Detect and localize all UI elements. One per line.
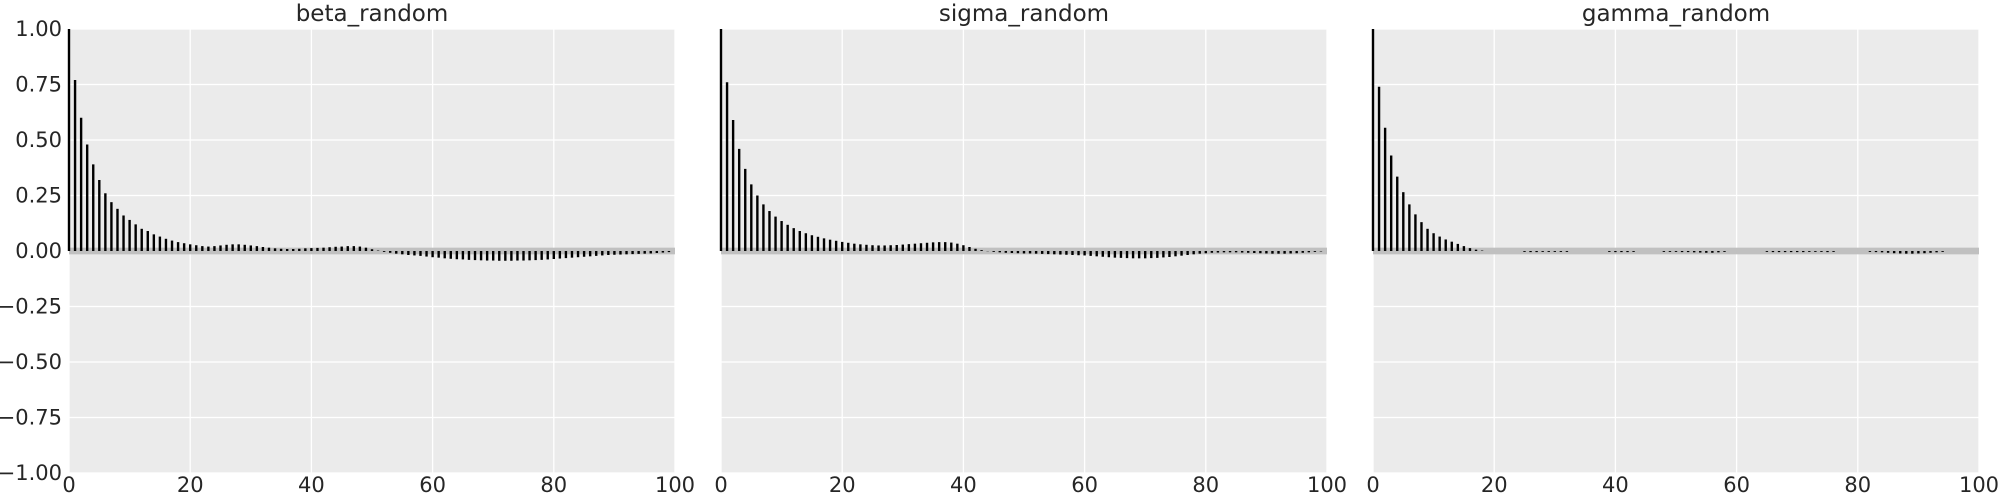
- x-tick-label: 0: [714, 473, 727, 497]
- autocorr-panel-gamma-random: 0 20 40 60 80 100 gamma_random: [1366, 1, 1999, 497]
- y-tick-label: 0.25: [15, 184, 62, 208]
- x-tick-label: 100: [655, 473, 695, 497]
- autocorr-panel-beta-random: 0 20 40 60 80 100 1.00 0.75 0.50 0.25 0.00 −0.25 −0.…: [0, 1, 695, 497]
- panel-title: gamma_random: [1582, 1, 1770, 27]
- x-tick-label: 0: [62, 473, 75, 497]
- x-tick-label: 20: [829, 473, 856, 497]
- y-tick-label: 0.00: [15, 239, 62, 263]
- x-tick-label: 80: [1192, 473, 1219, 497]
- autocorr-panel-sigma-random: 0 20 40 60 80 100 sigma_random: [714, 1, 1347, 497]
- x-tick-label: 100: [1959, 473, 1999, 497]
- x-tick-label: 100: [1307, 473, 1347, 497]
- y-tick-label: 0.75: [15, 73, 62, 97]
- y-tick-label: −0.50: [0, 350, 62, 374]
- x-tick-label: 80: [540, 473, 567, 497]
- y-tick-label: 1.00: [15, 17, 62, 41]
- y-tick-label: −0.75: [0, 406, 62, 430]
- x-tick-label: 80: [1844, 473, 1871, 497]
- y-tick-label: −0.25: [0, 295, 62, 319]
- panel-title: beta_random: [296, 1, 449, 27]
- x-tick-label: 60: [1071, 473, 1098, 497]
- panel-title: sigma_random: [939, 1, 1109, 27]
- x-tick-label: 40: [1602, 473, 1629, 497]
- x-tick-label: 60: [419, 473, 446, 497]
- x-tick-label: 40: [950, 473, 977, 497]
- x-tick-label: 60: [1723, 473, 1750, 497]
- y-tick-label: 0.50: [15, 128, 62, 152]
- x-tick-label: 0: [1366, 473, 1379, 497]
- x-tick-label: 20: [177, 473, 204, 497]
- x-tick-label: 20: [1481, 473, 1508, 497]
- x-tick-label: 40: [298, 473, 325, 497]
- y-tick-label: −1.00: [0, 461, 62, 485]
